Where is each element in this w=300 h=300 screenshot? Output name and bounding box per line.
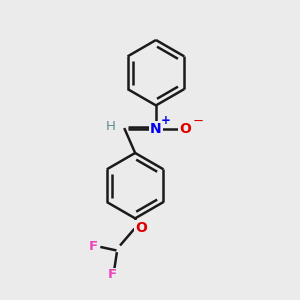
Text: N: N [150,122,162,136]
Text: +: + [160,114,170,128]
Text: H: H [105,120,115,133]
Text: F: F [88,240,98,253]
Text: O: O [135,221,147,235]
Text: F: F [107,268,116,281]
Text: −: − [193,115,204,128]
Text: O: O [179,122,191,136]
